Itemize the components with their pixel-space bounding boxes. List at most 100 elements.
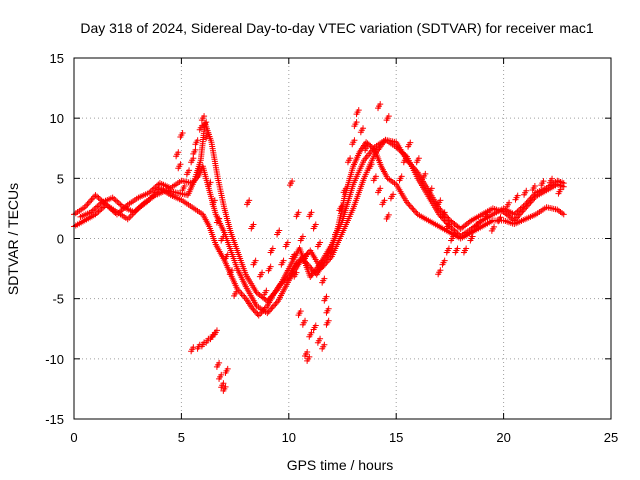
scatter-d-point xyxy=(512,196,519,203)
scatter-d-point xyxy=(284,239,291,246)
scatter-d-point xyxy=(353,111,360,118)
scatter-d-point xyxy=(207,179,214,186)
trace-b-point xyxy=(85,199,92,206)
scatter-d-point xyxy=(301,255,308,262)
scatter-d-point xyxy=(469,233,476,240)
scatter-d-point xyxy=(259,269,266,276)
scatter-d-point xyxy=(319,279,326,286)
scatter-d-point xyxy=(286,182,293,189)
y-tick-label: -10 xyxy=(45,352,64,367)
excursion-e-point xyxy=(190,344,197,351)
scatter-d-point xyxy=(368,161,375,168)
excursion-e-point xyxy=(222,383,229,390)
excursion-e-point xyxy=(213,327,220,334)
excursion-f-point xyxy=(441,257,448,264)
scatter-d-point xyxy=(250,221,257,228)
scatter-d-point xyxy=(540,178,547,185)
scatter-d-point xyxy=(282,243,289,250)
scatter-d-point xyxy=(267,249,274,256)
scatter-d-point xyxy=(383,215,390,222)
x-tick-label: 0 xyxy=(70,430,77,445)
trace-a-point xyxy=(411,208,418,215)
trace-a-point xyxy=(407,203,414,210)
trace-b-point xyxy=(271,302,278,309)
trace-a-point xyxy=(250,306,257,313)
data-marks xyxy=(71,101,567,394)
scatter-d-point xyxy=(353,119,360,126)
plot-border xyxy=(73,57,612,420)
excursion-f-point xyxy=(301,353,308,360)
scatter-d-point xyxy=(269,245,276,252)
excursion-e-point xyxy=(211,331,218,338)
excursion-f-point xyxy=(439,261,446,268)
scatter-d-point xyxy=(177,134,184,141)
scatter-d-point xyxy=(304,251,311,258)
excursion-e-point xyxy=(216,359,223,366)
scatter-d-point xyxy=(224,251,231,258)
scatter-d-point xyxy=(274,231,281,238)
scatter-d-point xyxy=(338,203,345,210)
scatter-d-point xyxy=(278,261,285,268)
scatter-d-point xyxy=(445,221,452,228)
scatter-d-point xyxy=(317,239,324,246)
scatter-d-point xyxy=(497,214,504,221)
scatter-d-point xyxy=(448,237,455,244)
x-axis-label: GPS time / hours xyxy=(287,457,394,473)
scatter-d-point xyxy=(323,321,330,328)
trace-c-point xyxy=(111,195,118,202)
x-tick-label: 25 xyxy=(604,430,618,445)
trace-a-point xyxy=(560,211,567,218)
scatter-d-point xyxy=(177,161,184,168)
excursion-f-point xyxy=(445,245,452,252)
scatter-d-point xyxy=(201,123,208,130)
scatter-d-point xyxy=(263,287,270,294)
scatter-d-point xyxy=(179,186,186,193)
scatter-d-point xyxy=(246,197,253,204)
scatter-d-point xyxy=(334,227,341,234)
scatter-d-point xyxy=(349,141,356,148)
scatter-d-point xyxy=(340,189,347,196)
trace-a-point xyxy=(249,305,256,312)
excursion-e-point xyxy=(218,371,225,378)
scatter-d-point xyxy=(426,189,433,196)
excursion-f-point xyxy=(314,339,321,346)
scatter-d-point xyxy=(415,155,422,162)
scatter-d-point xyxy=(370,177,377,184)
scatter-d-point xyxy=(342,185,349,192)
scatter-d-point xyxy=(364,143,371,150)
scatter-d-point xyxy=(248,225,255,232)
scatter-d-point xyxy=(203,119,210,126)
scatter-d-point xyxy=(546,179,553,186)
scatter-d-point xyxy=(231,292,238,299)
scatter-d-point xyxy=(205,131,212,138)
scatter-d-point xyxy=(186,167,193,174)
scatter-d-point xyxy=(267,263,274,270)
scatter-d-point xyxy=(220,233,227,240)
scatter-d-point xyxy=(506,199,513,206)
scatter-d-point xyxy=(450,233,457,240)
scatter-d-point xyxy=(291,251,298,258)
scatter-d-point xyxy=(190,150,197,157)
trace-b-point xyxy=(83,202,90,209)
scatter-d-point xyxy=(265,267,272,274)
excursion-f-point xyxy=(443,249,450,256)
scatter-d-point xyxy=(396,177,403,184)
scatter-d-point xyxy=(523,187,530,194)
scatter-d-point xyxy=(463,245,470,252)
scatter-d-point xyxy=(531,182,538,189)
scatter-d-point xyxy=(538,182,545,189)
trace-b-point xyxy=(84,201,91,208)
x-tick-label: 20 xyxy=(496,430,510,445)
scatter-d-point xyxy=(175,165,182,172)
scatter-d-point xyxy=(250,261,257,268)
excursion-f-point xyxy=(308,329,315,336)
scatter-d-point xyxy=(428,185,435,192)
excursion-f-point xyxy=(299,321,306,328)
scatter-d-point xyxy=(289,178,296,185)
scatter-d-point xyxy=(503,203,510,210)
scatter-d-point xyxy=(325,317,332,324)
scatter-d-point xyxy=(310,225,317,232)
scatter-d-point xyxy=(196,163,203,170)
scatter-d-point xyxy=(192,141,199,148)
excursion-f-point xyxy=(304,349,311,356)
